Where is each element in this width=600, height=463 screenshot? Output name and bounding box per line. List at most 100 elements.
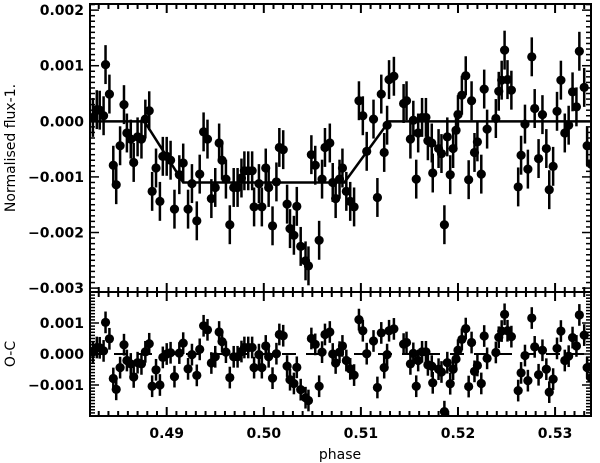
data-point — [210, 182, 220, 193]
data-point — [147, 186, 157, 196]
data-point — [202, 134, 213, 144]
data-point — [368, 114, 379, 124]
data-point — [491, 347, 501, 358]
data-point — [560, 128, 570, 138]
data-point — [472, 137, 483, 147]
data-point — [457, 334, 467, 345]
data-point — [155, 380, 165, 390]
data-point — [476, 169, 486, 179]
data-point — [466, 96, 477, 106]
data-point — [389, 324, 399, 334]
data-point — [341, 355, 351, 366]
data-point — [527, 52, 537, 62]
data-point — [461, 323, 471, 334]
data-point — [303, 261, 314, 271]
data-point — [225, 372, 235, 383]
data-point — [533, 370, 544, 380]
y-tick-label: −0.002 — [28, 226, 84, 242]
data-point — [548, 161, 558, 171]
y-tick-label: 0.000 — [40, 347, 85, 363]
data-point — [564, 120, 574, 130]
data-point — [206, 193, 216, 204]
data-point — [523, 164, 533, 174]
data-point — [165, 155, 176, 165]
residuals-panel: 0.001 0.000 −0.001 0.49 0.50 0.51 0.52 0.53 — [28, 291, 592, 442]
data-point — [306, 150, 316, 160]
data-point — [310, 160, 320, 170]
data-point — [461, 71, 471, 81]
data-point — [100, 60, 111, 70]
data-point — [491, 113, 501, 124]
data-point — [115, 363, 125, 373]
data-point — [362, 146, 372, 156]
x-tick-label: 0.53 — [538, 426, 573, 442]
data-point — [221, 347, 231, 357]
data-point — [317, 174, 327, 184]
data-point — [428, 378, 438, 388]
data-point — [169, 372, 180, 382]
data-point — [464, 381, 474, 392]
data-point — [187, 178, 197, 189]
data-point — [174, 170, 184, 180]
data-point — [325, 138, 335, 148]
data-point — [285, 224, 295, 234]
data-point — [556, 326, 566, 336]
x-tick-label: 0.49 — [149, 426, 184, 442]
data-point — [548, 374, 558, 384]
y-axis-label-flux: Normalised flux-1. — [3, 84, 19, 212]
data-point — [582, 141, 591, 151]
data-point — [586, 373, 591, 383]
data-point — [567, 87, 578, 97]
data-point — [165, 348, 176, 358]
data-point — [331, 358, 341, 368]
data-point — [358, 111, 368, 121]
data-point — [314, 381, 324, 391]
data-point — [413, 128, 423, 138]
data-point — [428, 168, 438, 178]
y-tick-label: 0.002 — [40, 3, 84, 19]
data-point — [337, 341, 348, 351]
data-point — [151, 163, 161, 173]
data-point — [579, 82, 589, 92]
x-tick-label: 0.51 — [344, 426, 379, 442]
data-point — [421, 347, 431, 357]
data-point — [210, 352, 220, 362]
data-point — [541, 143, 551, 154]
data-point — [571, 341, 582, 351]
data-point — [516, 368, 526, 378]
data-point — [278, 145, 288, 155]
data-point — [482, 124, 492, 134]
data-point — [574, 310, 584, 320]
data-point — [445, 379, 455, 389]
y-tick-label: 0.000 — [40, 114, 85, 130]
data-point — [527, 313, 537, 323]
data-point — [349, 202, 359, 212]
data-point — [104, 89, 115, 99]
data-point — [264, 182, 274, 193]
data-point — [195, 169, 205, 179]
data-point — [249, 363, 259, 373]
data-point — [140, 347, 150, 357]
data-point — [530, 342, 540, 352]
data-point — [439, 407, 449, 416]
data-point — [325, 327, 335, 337]
y-tick-label: 0.001 — [40, 59, 84, 75]
plot-frame — [89, 3, 592, 293]
data-point — [408, 348, 418, 358]
data-point — [192, 370, 202, 380]
data-point — [530, 103, 540, 114]
data-point — [372, 192, 382, 203]
data-point — [169, 204, 180, 214]
data-point — [174, 348, 184, 358]
data-point — [376, 89, 386, 99]
data-point — [341, 186, 351, 196]
data-point — [579, 330, 589, 340]
data-point — [178, 338, 188, 348]
data-point — [247, 166, 257, 176]
data-point — [533, 153, 544, 164]
data-point — [442, 358, 452, 368]
data-point — [254, 178, 264, 189]
data-point — [574, 46, 584, 56]
data-point — [453, 345, 463, 355]
